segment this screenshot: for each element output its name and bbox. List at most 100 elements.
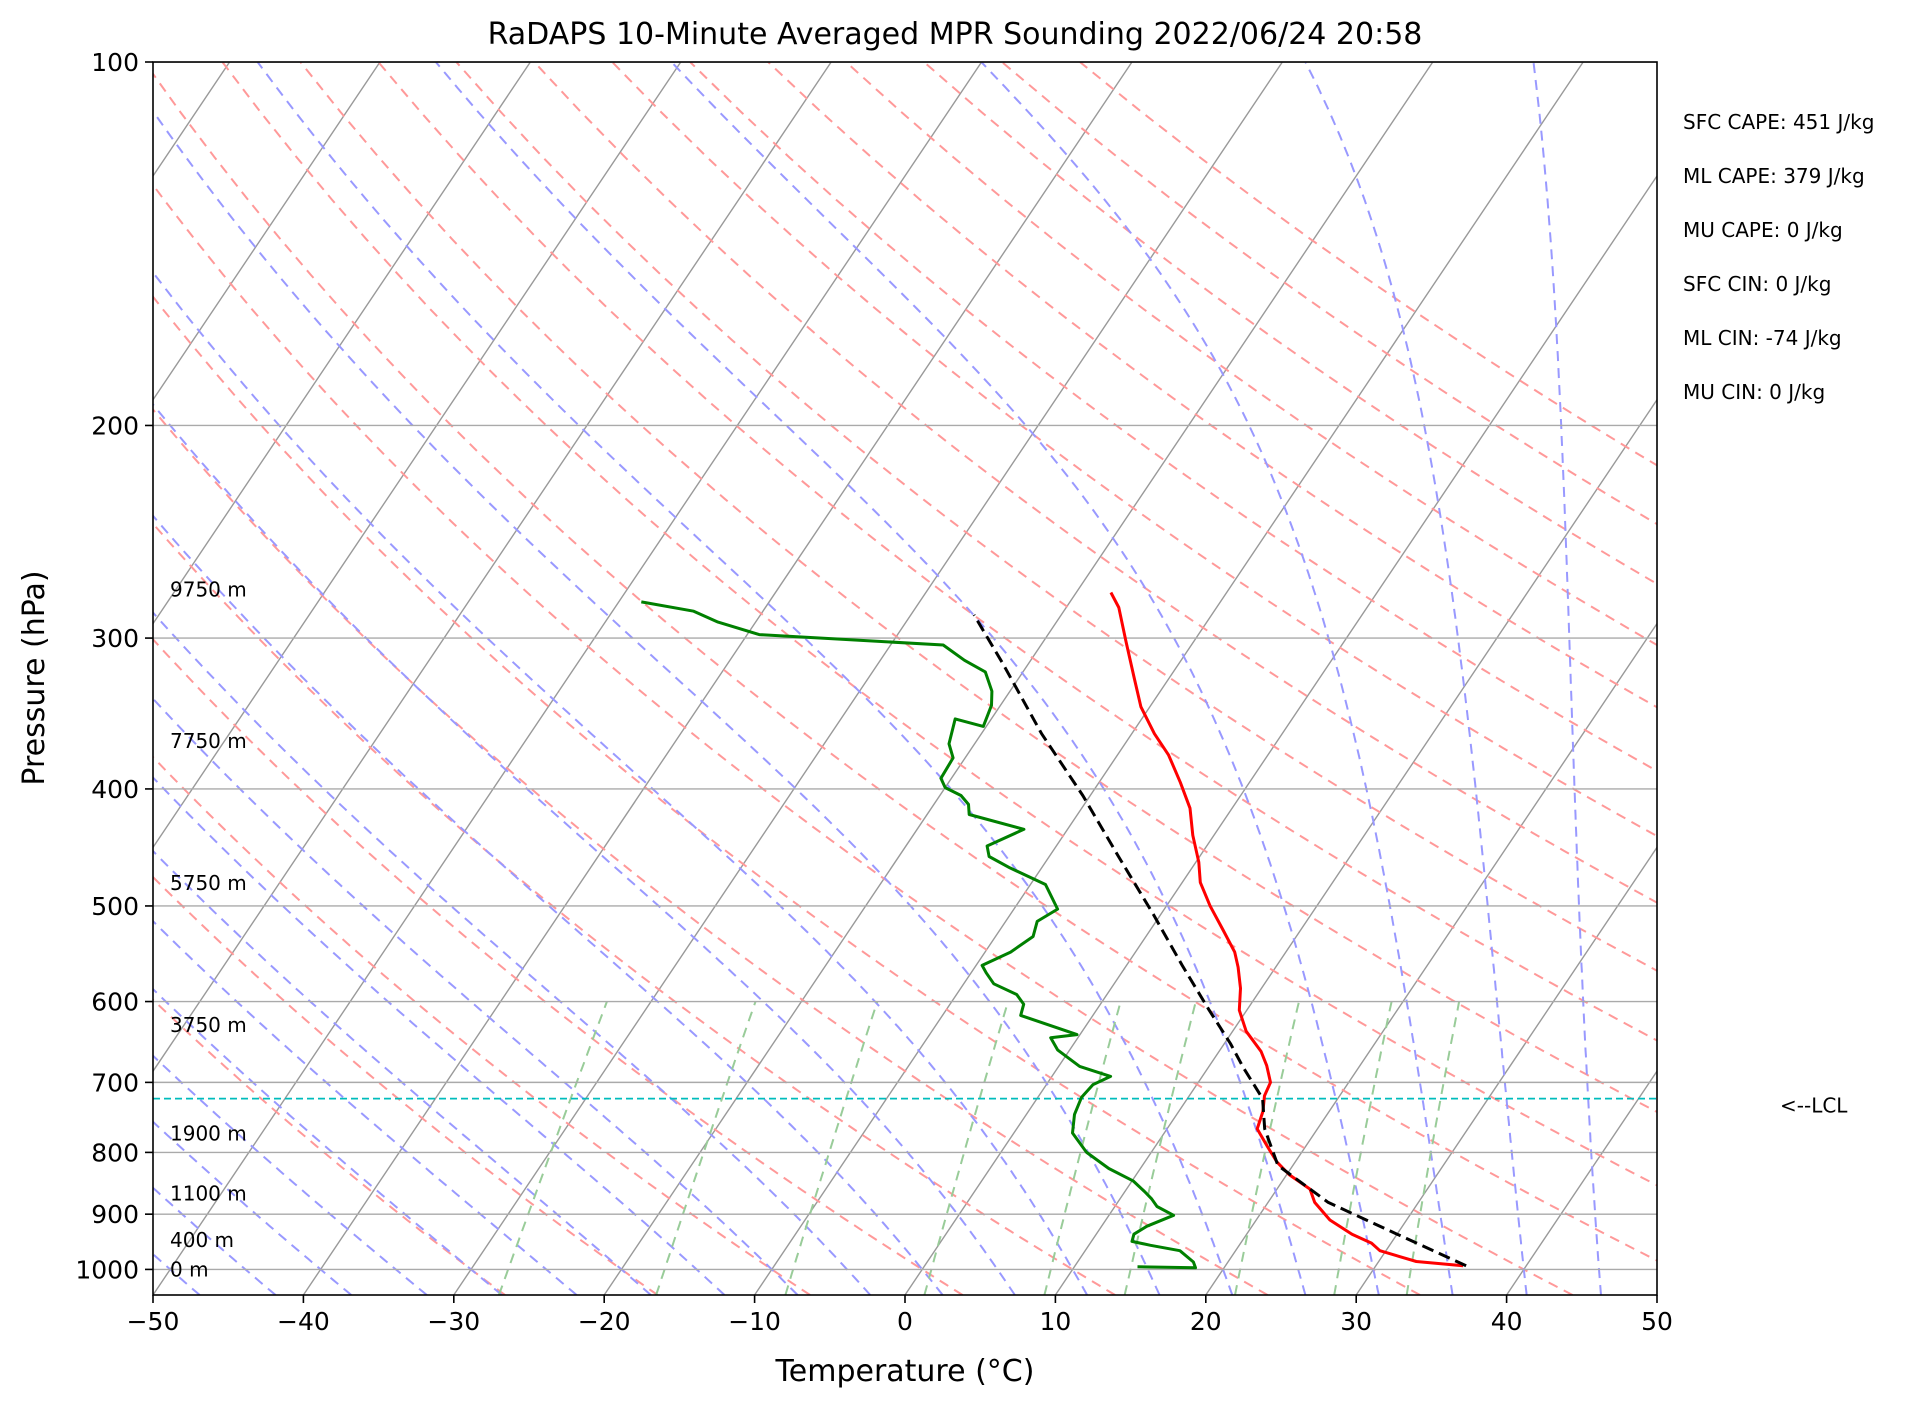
profile-layer xyxy=(641,591,1467,1270)
moist-adiabat-line xyxy=(980,62,1454,1295)
stat-label: ML CAPE: 379 J/kg xyxy=(1683,164,1865,188)
dry-adiabat-line xyxy=(153,183,1574,1295)
dry-adiabat-line xyxy=(153,295,1421,1295)
isotherm-line xyxy=(1355,846,1657,1295)
temperature-profile-line xyxy=(1109,591,1464,1268)
moist-adiabat-line xyxy=(153,402,1016,1295)
stat-label: ML CIN: -74 J/kg xyxy=(1683,326,1842,350)
moist-adiabat-line xyxy=(153,919,578,1295)
y-tick-label: 400 xyxy=(91,775,139,804)
stat-label: SFC CAPE: 451 J/kg xyxy=(1683,110,1874,134)
parcel-profile-line xyxy=(972,614,1467,1268)
dry-adiabat-line xyxy=(153,998,506,1295)
mixing-ratio-line xyxy=(1123,1001,1197,1295)
isotherm-line xyxy=(153,62,983,1295)
y-tick-label: 900 xyxy=(91,1200,139,1229)
isotherm-line xyxy=(302,62,1133,1295)
dry-adiabat-line xyxy=(153,875,659,1295)
moist-adiabat-line xyxy=(153,987,503,1295)
annotations: <--LCL 9750 m 7750 m 5750 m 3750 m 1900 m 1100… xyxy=(170,110,1874,1281)
isotherm-line xyxy=(153,62,682,849)
isotherm-line xyxy=(603,62,1434,1295)
dry-adiabat-line xyxy=(455,62,1657,972)
x-tick-label: −50 xyxy=(127,1307,180,1336)
isotherm-line xyxy=(1054,398,1657,1295)
mixing-ratio-line xyxy=(923,1001,1009,1295)
mixing-ratio-line xyxy=(655,1001,757,1295)
isotherm-line xyxy=(904,174,1657,1295)
stat-label: MU CIN: 0 J/kg xyxy=(1683,380,1825,404)
y-tick-label: 600 xyxy=(91,988,139,1017)
isotherm-line xyxy=(153,62,381,402)
mixing-ratio-line xyxy=(1333,1001,1393,1295)
moist-adiabat-line xyxy=(153,849,652,1295)
x-tick-label: 0 xyxy=(897,1307,913,1336)
x-tick-label: −10 xyxy=(728,1307,781,1336)
x-tick-label: −40 xyxy=(277,1307,330,1336)
mixing-ratio-line xyxy=(1405,1001,1461,1295)
x-tick-label: −20 xyxy=(578,1307,631,1336)
moist-adiabat-line xyxy=(153,776,726,1295)
dry-adiabat-line xyxy=(221,62,1657,1187)
x-tick-label: −30 xyxy=(427,1307,480,1336)
dry-adiabat-line xyxy=(153,637,964,1295)
chart-title: RaDAPS 10-Minute Averaged MPR Sounding 2… xyxy=(488,17,1423,52)
lcl-label: <--LCL xyxy=(1780,1094,1848,1118)
x-tick-label: 30 xyxy=(1340,1307,1372,1336)
dry-adiabat-line xyxy=(153,755,811,1295)
height-label: 9750 m xyxy=(170,577,247,601)
isotherm-line xyxy=(453,62,1283,1295)
dewpoint-profile-line xyxy=(641,600,1197,1270)
dry-adiabat-line xyxy=(153,522,1116,1295)
y-tick-label: 200 xyxy=(91,411,139,440)
x-tick-label: 50 xyxy=(1641,1307,1673,1336)
dry-adiabat-line xyxy=(923,62,1657,586)
moist-adiabat-line xyxy=(153,270,1088,1295)
pressure-gridlines xyxy=(153,62,1657,1271)
height-label: 400 m xyxy=(170,1228,234,1252)
mixing-ratio-line xyxy=(1234,1001,1300,1295)
x-tick-label: 20 xyxy=(1190,1307,1222,1336)
dry-adiabat-line xyxy=(299,62,1657,1114)
dry-adiabat-line xyxy=(533,62,1657,904)
height-label: 0 m xyxy=(170,1257,209,1281)
dry-adiabat-line xyxy=(153,407,1269,1295)
moist-adiabat-line xyxy=(670,62,1380,1295)
mixing-ratio-line xyxy=(1043,1001,1122,1295)
isotherm-line xyxy=(754,62,1584,1295)
moist-adiabat-line xyxy=(153,697,799,1295)
isotherm-line xyxy=(153,62,531,625)
y-tick-label: 300 xyxy=(91,624,139,653)
y-tick-label: 500 xyxy=(91,892,139,921)
mixing-ratio-line xyxy=(497,1001,608,1295)
dry-adiabat-line xyxy=(689,62,1657,773)
height-label: 1100 m xyxy=(170,1182,247,1206)
moist-adiabat-line xyxy=(1304,62,1528,1295)
x-axis-title: Temperature (°C) xyxy=(775,1354,1035,1389)
stat-label: MU CAPE: 0 J/kg xyxy=(1683,218,1843,242)
mixing-ratio-line xyxy=(784,1001,879,1295)
height-label: 5750 m xyxy=(170,871,247,895)
moist-adiabat-line xyxy=(153,611,872,1295)
dry-adiabat-line xyxy=(153,72,1657,1262)
dry-adiabat-line xyxy=(767,62,1657,709)
isotherm-line xyxy=(153,62,832,1073)
x-tick-label: 40 xyxy=(1491,1307,1523,1336)
x-tick-label: 10 xyxy=(1039,1307,1071,1336)
background-lines xyxy=(153,62,1657,1295)
y-axis-title: Pressure (hPa) xyxy=(17,570,52,785)
moist-adiabat-line xyxy=(1532,62,1602,1295)
plot-frame xyxy=(152,61,1658,1296)
height-label: 1900 m xyxy=(170,1121,247,1145)
height-label: 7750 m xyxy=(170,729,247,753)
moist-adiabat-line xyxy=(435,62,1307,1295)
moist-adiabat-line xyxy=(256,62,1234,1295)
y-tick-label: 1000 xyxy=(75,1255,139,1284)
y-tick-label: 100 xyxy=(91,48,139,77)
isotherm-line xyxy=(1205,622,1657,1295)
axes: −50 −40 −30 −20 −10 0 10 20 30 40 50 100 200 300 400 50… xyxy=(75,48,1673,1336)
stat-label: SFC CIN: 0 J/kg xyxy=(1683,272,1831,296)
isotherm-line xyxy=(1506,1069,1657,1295)
dry-adiabat-line xyxy=(1001,62,1657,526)
